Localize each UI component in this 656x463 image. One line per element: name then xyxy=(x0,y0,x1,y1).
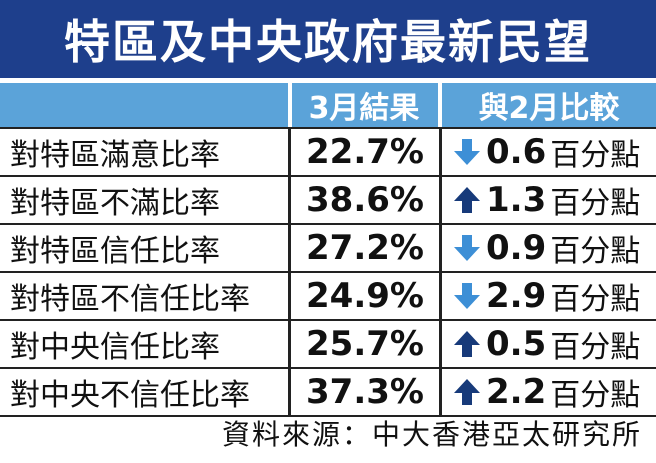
header-divider xyxy=(438,83,442,127)
row-label: 對特區不信任比率 xyxy=(10,282,250,317)
table-row: 對特區不滿比率 38.6% 1.3 百分點 xyxy=(0,177,656,225)
row-label: 對中央信任比率 xyxy=(10,330,220,365)
arrow-up-icon xyxy=(454,187,480,213)
row-change: 0.6 百分點 xyxy=(444,129,656,175)
arrow-down-icon xyxy=(454,139,480,165)
table-header: 3月結果 與2月比較 xyxy=(0,83,656,127)
table-row: 對特區信任比率 27.2% 0.9 百分點 xyxy=(0,225,656,273)
table-row: 對中央信任比率 25.7% 0.5 百分點 xyxy=(0,321,656,369)
row-change: 2.2 百分點 xyxy=(444,369,656,415)
column-divider xyxy=(288,369,291,415)
row-value: 38.6% xyxy=(306,180,424,220)
row-change: 2.9 百分點 xyxy=(444,273,656,319)
column-divider xyxy=(288,225,291,271)
row-label: 對中央不信任比率 xyxy=(10,378,250,413)
column-divider xyxy=(288,273,291,319)
row-value: 37.3% xyxy=(306,372,424,412)
table-body: 對特區滿意比率 22.7% 0.6 百分點 對特區不滿比率 38.6% 1.3 百分點 對特區信… xyxy=(0,127,656,417)
column-divider xyxy=(439,177,442,223)
arrow-down-icon xyxy=(454,283,480,309)
table-row: 對特區滿意比率 22.7% 0.6 百分點 xyxy=(0,127,656,177)
row-value: 22.7% xyxy=(306,132,424,172)
title-bar: 特區及中央政府最新民望 xyxy=(0,0,656,78)
row-value: 27.2% xyxy=(306,228,424,268)
row-value: 24.9% xyxy=(306,276,424,316)
row-label: 對特區滿意比率 xyxy=(10,138,220,173)
column-divider xyxy=(439,369,442,415)
change-value: 1.3 xyxy=(486,180,547,220)
column-divider xyxy=(439,129,442,175)
change-unit: 百分點 xyxy=(550,234,641,269)
header-divider xyxy=(288,83,292,127)
row-label: 對特區不滿比率 xyxy=(10,186,220,221)
change-unit: 百分點 xyxy=(550,186,641,221)
column-divider xyxy=(288,321,291,367)
source-note: 資料來源：中大香港亞太研究所 xyxy=(221,418,642,451)
row-change: 0.9 百分點 xyxy=(444,225,656,271)
arrow-up-icon xyxy=(454,379,480,405)
table-row: 對特區不信任比率 24.9% 2.9 百分點 xyxy=(0,273,656,321)
change-value: 0.9 xyxy=(486,228,547,268)
header-result: 3月結果 xyxy=(308,91,420,126)
column-divider xyxy=(439,273,442,319)
page-title: 特區及中央政府最新民望 xyxy=(64,15,592,69)
change-unit: 百分點 xyxy=(550,378,641,413)
change-value: 2.9 xyxy=(486,276,547,316)
change-unit: 百分點 xyxy=(550,138,641,173)
arrow-up-icon xyxy=(454,331,480,357)
row-value: 25.7% xyxy=(306,324,424,364)
row-change: 1.3 百分點 xyxy=(444,177,656,223)
arrow-down-icon xyxy=(454,235,480,261)
column-divider xyxy=(439,225,442,271)
header-compare: 與2月比較 xyxy=(478,91,620,126)
change-unit: 百分點 xyxy=(550,330,641,365)
change-value: 2.2 xyxy=(486,372,547,412)
change-value: 0.6 xyxy=(486,132,547,172)
column-divider xyxy=(288,177,291,223)
column-divider xyxy=(439,321,442,367)
change-unit: 百分點 xyxy=(550,282,641,317)
table-row: 對中央不信任比率 37.3% 2.2 百分點 xyxy=(0,369,656,417)
column-divider xyxy=(288,129,291,175)
row-change: 0.5 百分點 xyxy=(444,321,656,367)
change-value: 0.5 xyxy=(486,324,547,364)
row-label: 對特區信任比率 xyxy=(10,234,220,269)
